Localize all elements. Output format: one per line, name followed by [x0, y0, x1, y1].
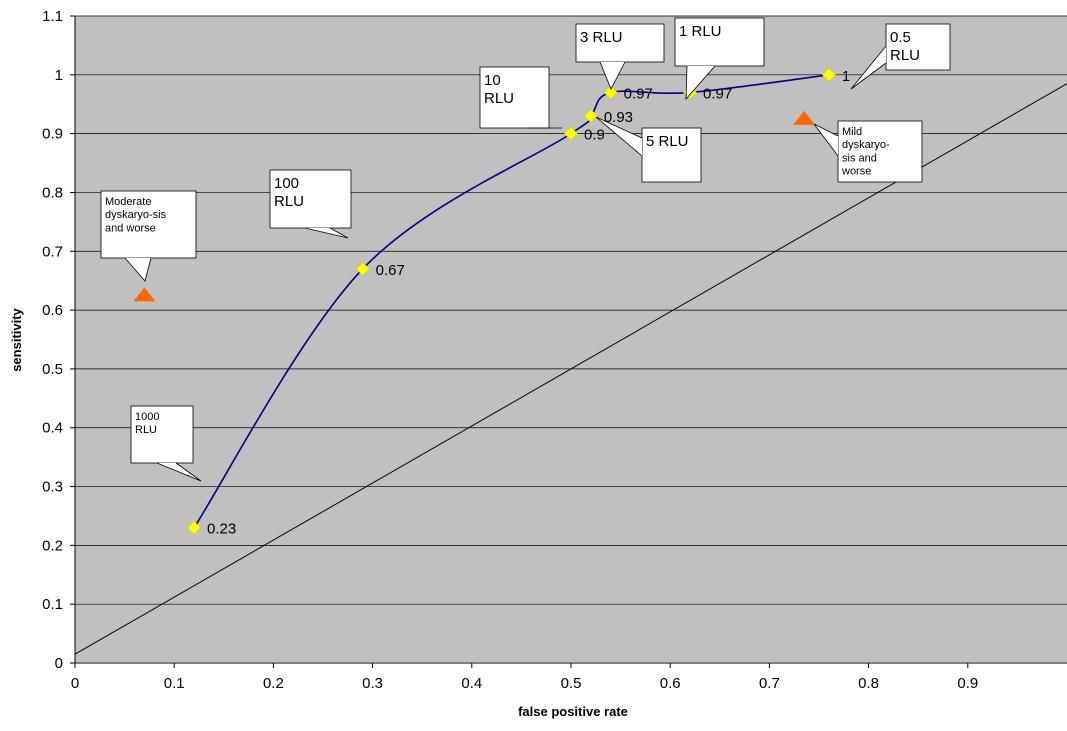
callout-text: 100 [274, 175, 299, 192]
callout-text: Mild [842, 126, 862, 138]
data-label: 0.67 [376, 262, 405, 279]
callout-box [130, 405, 194, 464]
y-tick-label: 0.3 [42, 479, 63, 496]
data-label: 0.97 [703, 85, 732, 102]
x-tick-label: 0.5 [561, 675, 582, 692]
callout-box [674, 17, 765, 67]
callout-text: RLU [484, 90, 514, 107]
callout-pointer-outline [850, 45, 887, 90]
y-tick-label: 0.9 [42, 126, 63, 143]
callout-text: worse [841, 166, 871, 178]
y-tick-label: 0.4 [42, 420, 63, 437]
callout: 1 RLU [674, 17, 765, 101]
triangle-markers [133, 110, 816, 302]
callout-pointer-outline [124, 257, 152, 282]
callout-pointer-outline [304, 227, 349, 239]
callout-text: RLU [135, 424, 157, 436]
y-tick-label: 0.5 [42, 361, 63, 378]
callout-text: dyskaryo- [842, 139, 890, 151]
callout-text: 1 RLU [679, 23, 722, 40]
x-tick-label: 0.8 [858, 675, 879, 692]
y-tick-label: 0.6 [42, 302, 63, 319]
triangle-marker [133, 287, 156, 302]
data-point [355, 261, 370, 276]
callout-pointer-outline [599, 61, 626, 90]
callout-box [269, 169, 352, 229]
data-label: 0.93 [604, 109, 633, 126]
callout-text: RLU [274, 193, 304, 210]
x-tick-label: 0.9 [957, 675, 978, 692]
callout-text: dyskaryo-sis [105, 209, 167, 221]
y-tick-label: 1 [55, 67, 63, 84]
x-tick-label: 0 [71, 675, 79, 692]
data-point [583, 109, 598, 123]
x-tick-label: 0.4 [461, 675, 482, 692]
x-tick-labels: 0 0.1 0.2 0.3 0.4 0.5 0.6 0.7 0.8 0.9 [71, 663, 978, 692]
callout-box [885, 23, 951, 71]
callout-box [100, 190, 197, 259]
x-tick-label: 0.7 [759, 675, 780, 692]
callout-pointer [125, 258, 151, 281]
callout-text: and worse [105, 222, 156, 234]
y-tick-label: 0.7 [42, 243, 63, 260]
triangle-marker [793, 110, 816, 125]
y-tick-label: 0.1 [42, 596, 63, 613]
callout-box [575, 23, 665, 63]
plot-area [75, 16, 1067, 662]
callout-pointer-outline [595, 116, 643, 157]
x-tick-label: 0.3 [362, 675, 383, 692]
x-axis-title: false positive rate [518, 704, 628, 719]
y-tick-label: 0 [55, 655, 63, 672]
callout: 3 RLU [575, 23, 665, 90]
callout-text: 10 [484, 72, 501, 89]
callout-pointer-outline [813, 123, 839, 157]
callout-text: 3 RLU [580, 29, 623, 46]
data-labels: 0.23 0.67 0.90.93 0.97 0.97 1 [207, 68, 850, 538]
callout: 5 RLU [595, 116, 702, 183]
x-tick-label: 0.1 [164, 675, 185, 692]
callout-text: RLU [890, 47, 920, 64]
data-point [821, 67, 836, 82]
data-label: 0.9 [584, 127, 605, 144]
data-label: 0.97 [624, 85, 653, 102]
data-label: 1 [842, 68, 850, 85]
y-tick-label: 0.2 [42, 537, 63, 554]
callout-pointer-outline [156, 462, 202, 482]
x-tick-label: 0.6 [660, 675, 681, 692]
callout-text: sis and [842, 152, 877, 164]
callout-box [837, 120, 923, 183]
data-point [187, 520, 201, 535]
callout-text: Moderate [105, 196, 151, 208]
callout-box [479, 66, 550, 129]
callout-text: 5 RLU [646, 133, 689, 150]
callout-text: 0.5 [890, 29, 911, 46]
data-point [564, 126, 578, 141]
y-axis-title: sensitivity [9, 307, 24, 371]
y-tick-label: 1.1 [42, 8, 63, 25]
callout-pointer [600, 62, 625, 89]
y-tick-label: 0.8 [42, 184, 63, 201]
x-tick-label: 0.2 [263, 675, 284, 692]
y-tick-labels: 0 0.1 0.2 0.3 0.4 0.5 0.6 0.7 0.8 0.9 1 1.1 [42, 8, 75, 672]
data-point [603, 85, 618, 100]
callout-box [641, 127, 702, 183]
data-label: 0.23 [207, 521, 236, 538]
callout-pointer-outline [685, 65, 716, 101]
callout-text: 1000 [135, 411, 159, 423]
